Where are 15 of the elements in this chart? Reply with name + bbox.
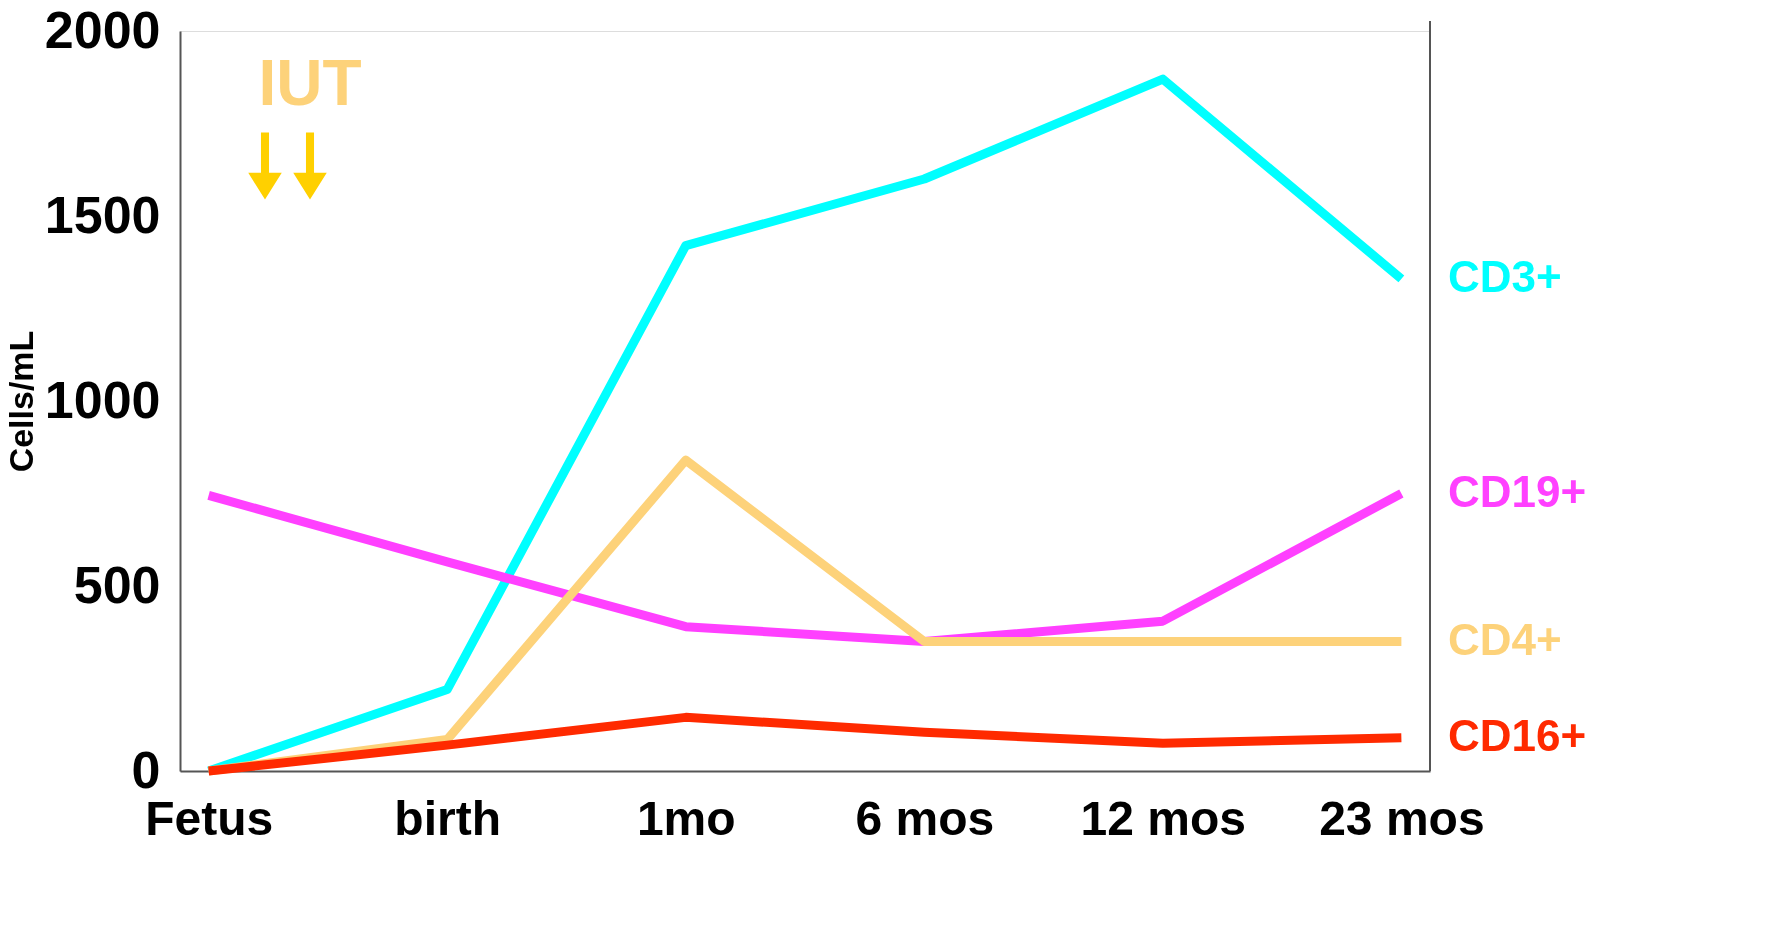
y-axis-title: Cells/mL bbox=[1, 330, 40, 473]
x-tick-label: 6 mos bbox=[855, 791, 995, 845]
series-label: CD4+ bbox=[1448, 614, 1562, 664]
y-tick-label: 2000 bbox=[44, 0, 161, 59]
series-label: CD3+ bbox=[1448, 251, 1562, 301]
y-tick-label: 500 bbox=[73, 555, 161, 614]
x-tick-label: 1mo bbox=[636, 791, 736, 845]
annotation: IUT bbox=[258, 47, 362, 119]
y-tick-label: 1500 bbox=[44, 185, 161, 244]
y-tick-label: 1000 bbox=[44, 370, 161, 429]
series-label: CD19+ bbox=[1448, 466, 1587, 516]
x-tick-label: birth bbox=[394, 791, 501, 845]
x-tick-label: 23 mos bbox=[1319, 791, 1485, 845]
series-label: CD16+ bbox=[1448, 710, 1587, 760]
x-tick-label: 12 mos bbox=[1080, 791, 1247, 845]
